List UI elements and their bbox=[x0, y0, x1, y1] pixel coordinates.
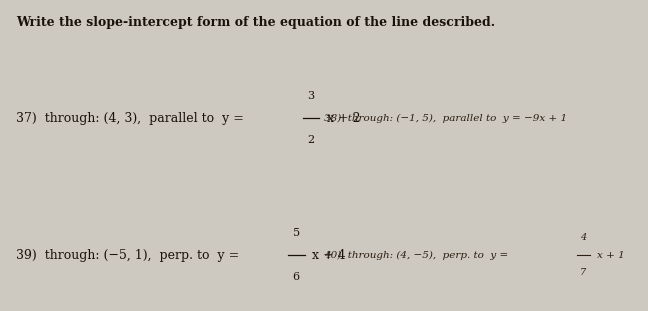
Text: 4: 4 bbox=[580, 234, 586, 242]
Text: 38)  through: (−1, 5),  parallel to  y = −9x + 1: 38) through: (−1, 5), parallel to y = −9… bbox=[324, 114, 567, 123]
Text: x + 1: x + 1 bbox=[597, 251, 625, 259]
Text: 6: 6 bbox=[293, 272, 299, 282]
Text: x + 2: x + 2 bbox=[327, 112, 361, 125]
Text: 3: 3 bbox=[308, 91, 314, 101]
Text: 39)  through: (−5, 1),  perp. to  y =: 39) through: (−5, 1), perp. to y = bbox=[16, 248, 240, 262]
Text: 2: 2 bbox=[308, 135, 314, 145]
Text: 40)  through: (4, −5),  perp. to  y =: 40) through: (4, −5), perp. to y = bbox=[324, 250, 508, 260]
Text: 37)  through: (4, 3),  parallel to  y =: 37) through: (4, 3), parallel to y = bbox=[16, 112, 244, 125]
Text: x + 4: x + 4 bbox=[312, 248, 346, 262]
Text: 7: 7 bbox=[580, 268, 586, 276]
Text: Write the slope-intercept form of the equation of the line described.: Write the slope-intercept form of the eq… bbox=[16, 16, 495, 29]
Text: 5: 5 bbox=[293, 228, 299, 238]
